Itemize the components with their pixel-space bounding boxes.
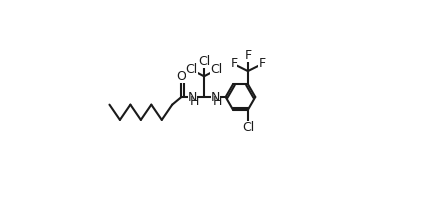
Text: H: H [213, 95, 222, 108]
Text: O: O [176, 70, 186, 83]
Text: Cl: Cl [210, 63, 222, 76]
Text: N: N [188, 90, 197, 104]
Text: F: F [245, 49, 251, 62]
Text: F: F [258, 57, 265, 70]
Text: Cl: Cl [198, 54, 210, 68]
Text: Cl: Cl [186, 63, 198, 76]
Text: H: H [190, 95, 199, 108]
Text: Cl: Cl [242, 121, 254, 134]
Text: F: F [230, 57, 237, 70]
Text: N: N [211, 90, 220, 104]
